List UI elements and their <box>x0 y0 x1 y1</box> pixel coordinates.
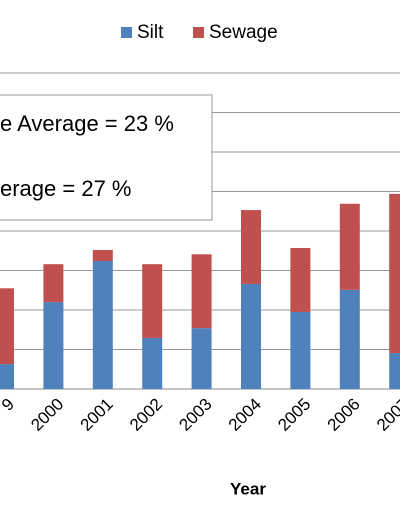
bar-segment <box>241 210 261 284</box>
bars <box>0 193 400 389</box>
bar-segment <box>389 353 400 389</box>
bar-segment <box>43 264 64 303</box>
x-tick-label: 2003 <box>175 395 215 435</box>
legend-swatch <box>193 27 204 38</box>
x-tick-label: 2004 <box>225 395 265 435</box>
x-tick-label: 2005 <box>274 395 314 435</box>
x-tick-label: 2007 <box>373 395 400 435</box>
x-tick-label: 9 <box>0 395 18 415</box>
annotation: e Average = 23 % <box>0 111 174 136</box>
bar-segment <box>339 203 360 290</box>
bar-segment <box>43 302 64 389</box>
bar-segment <box>0 288 14 365</box>
x-tick-label: 2001 <box>77 395 117 435</box>
bar-segment <box>241 283 261 389</box>
bar-segment <box>0 364 14 389</box>
bar-segment <box>191 254 212 329</box>
bar-segment <box>142 338 163 389</box>
legend-label: Sewage <box>209 22 278 43</box>
x-tick-label: 2000 <box>27 395 67 435</box>
x-tick-labels: 9 2000 2001 2002 2003 2004 2005 2006 2007 <box>0 395 400 435</box>
annotation: erage = 27 % <box>0 176 131 201</box>
legend-label: Silt <box>137 22 164 43</box>
legend-swatch <box>121 27 132 38</box>
bar-segment <box>92 261 113 389</box>
legend: Silt Sewage <box>121 22 278 43</box>
x-tick-label: 2002 <box>126 395 166 435</box>
bar-segment <box>290 247 311 312</box>
bar-segment <box>191 328 212 389</box>
bar-segment <box>142 264 163 339</box>
bar-segment <box>339 289 360 389</box>
bar-segment <box>290 311 311 389</box>
annotation-box <box>0 94 213 221</box>
x-axis-title: Year <box>230 479 266 498</box>
x-tick-label: 2006 <box>324 395 364 435</box>
bar-segment <box>92 249 113 262</box>
bar-segment <box>389 193 400 354</box>
